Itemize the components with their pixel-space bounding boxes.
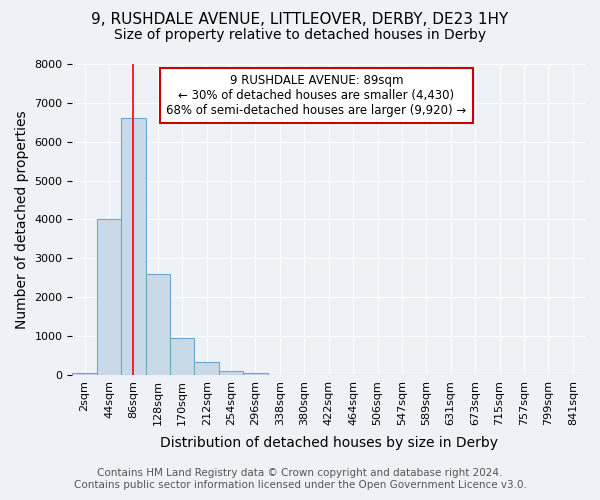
- Bar: [97, 220, 121, 375]
- Bar: [146, 274, 170, 375]
- Text: 9 RUSHDALE AVENUE: 89sqm
← 30% of detached houses are smaller (4,430)
68% of sem: 9 RUSHDALE AVENUE: 89sqm ← 30% of detach…: [166, 74, 467, 116]
- Y-axis label: Number of detached properties: Number of detached properties: [15, 110, 29, 329]
- X-axis label: Distribution of detached houses by size in Derby: Distribution of detached houses by size …: [160, 436, 498, 450]
- Bar: [121, 118, 146, 375]
- Bar: [170, 338, 194, 375]
- Bar: [194, 362, 219, 375]
- Bar: [219, 370, 243, 375]
- Text: Contains HM Land Registry data © Crown copyright and database right 2024.
Contai: Contains HM Land Registry data © Crown c…: [74, 468, 526, 490]
- Bar: [73, 373, 97, 375]
- Bar: [243, 373, 268, 375]
- Text: Size of property relative to detached houses in Derby: Size of property relative to detached ho…: [114, 28, 486, 42]
- Text: 9, RUSHDALE AVENUE, LITTLEOVER, DERBY, DE23 1HY: 9, RUSHDALE AVENUE, LITTLEOVER, DERBY, D…: [91, 12, 509, 28]
